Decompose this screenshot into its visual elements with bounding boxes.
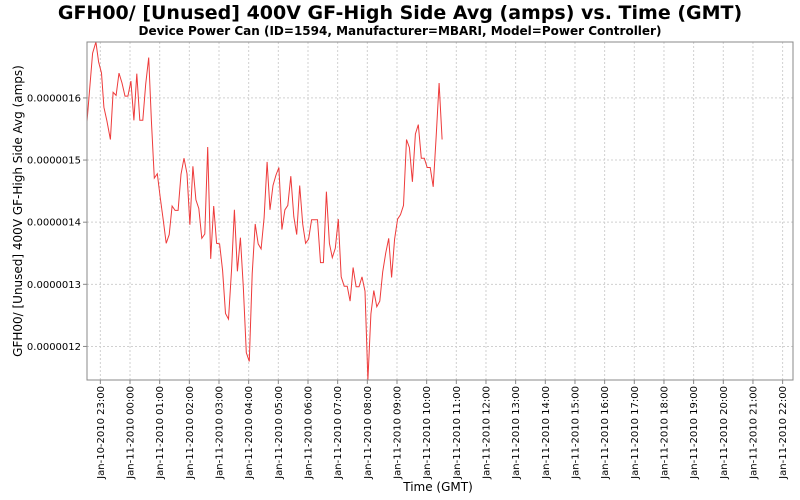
plot-area [86, 41, 794, 381]
x-tick-label: Jan-11-2010 07:00 [333, 386, 344, 480]
x-tick-label: Jan-11-2010 15:00 [570, 386, 581, 480]
grid [87, 42, 793, 380]
x-axis-ticks: Jan-10-2010 23:00 Jan-11-2010 00:00 Jan-11… [96, 380, 789, 480]
x-tick-label: Jan-10-2010 23:00 [96, 386, 107, 480]
x-tick-label: Jan-11-2010 08:00 [363, 386, 374, 480]
x-tick-label: Jan-11-2010 19:00 [689, 386, 700, 480]
x-tick-label: Jan-11-2010 18:00 [659, 386, 670, 480]
x-tick-label: Jan-11-2010 09:00 [392, 386, 403, 480]
y-tick-label: 0.0000016 [27, 93, 81, 104]
y-tick-label: 0.0000012 [27, 342, 81, 353]
y-tick-label: 0.0000015 [27, 156, 81, 167]
x-tick-label: Jan-11-2010 20:00 [719, 386, 730, 480]
x-tick-label: Jan-11-2010 02:00 [185, 386, 196, 480]
x-tick-label: Jan-11-2010 14:00 [541, 386, 552, 480]
x-axis-label: Time (GMT) [402, 480, 473, 494]
y-axis-ticks: 0.0000012 0.0000013 0.0000014 0.0000015 0.00… [27, 93, 87, 353]
chart-title: GFH00/ [Unused] 400V GF-High Side Avg (a… [58, 2, 742, 24]
x-tick-label: Jan-11-2010 03:00 [215, 386, 226, 480]
x-tick-label: Jan-11-2010 21:00 [748, 386, 759, 480]
x-tick-label: Jan-11-2010 01:00 [155, 386, 166, 480]
x-tick-label: Jan-11-2010 05:00 [274, 386, 285, 480]
x-tick-label: Jan-11-2010 06:00 [303, 386, 314, 480]
x-tick-label: Jan-11-2010 16:00 [600, 386, 611, 480]
x-tick-label: Jan-11-2010 22:00 [778, 386, 789, 480]
y-tick-label: 0.0000013 [27, 280, 81, 291]
x-tick-label: Jan-11-2010 00:00 [126, 386, 137, 480]
x-tick-label: Jan-11-2010 12:00 [481, 386, 492, 480]
y-axis-label: GFH00/ [Unused] 400V GF-High Side Avg (a… [11, 65, 25, 357]
chart-subtitle: Device Power Can (ID=1594, Manufacturer=… [139, 24, 662, 38]
series-layer [86, 41, 443, 381]
x-tick-label: Jan-11-2010 10:00 [422, 386, 433, 480]
x-tick-label: Jan-11-2010 11:00 [452, 386, 463, 480]
x-tick-label: Jan-11-2010 13:00 [511, 386, 522, 480]
series-line [86, 41, 443, 381]
y-tick-label: 0.0000014 [27, 218, 81, 229]
x-tick-label: Jan-11-2010 04:00 [244, 386, 255, 480]
x-tick-label: Jan-11-2010 17:00 [630, 386, 641, 480]
